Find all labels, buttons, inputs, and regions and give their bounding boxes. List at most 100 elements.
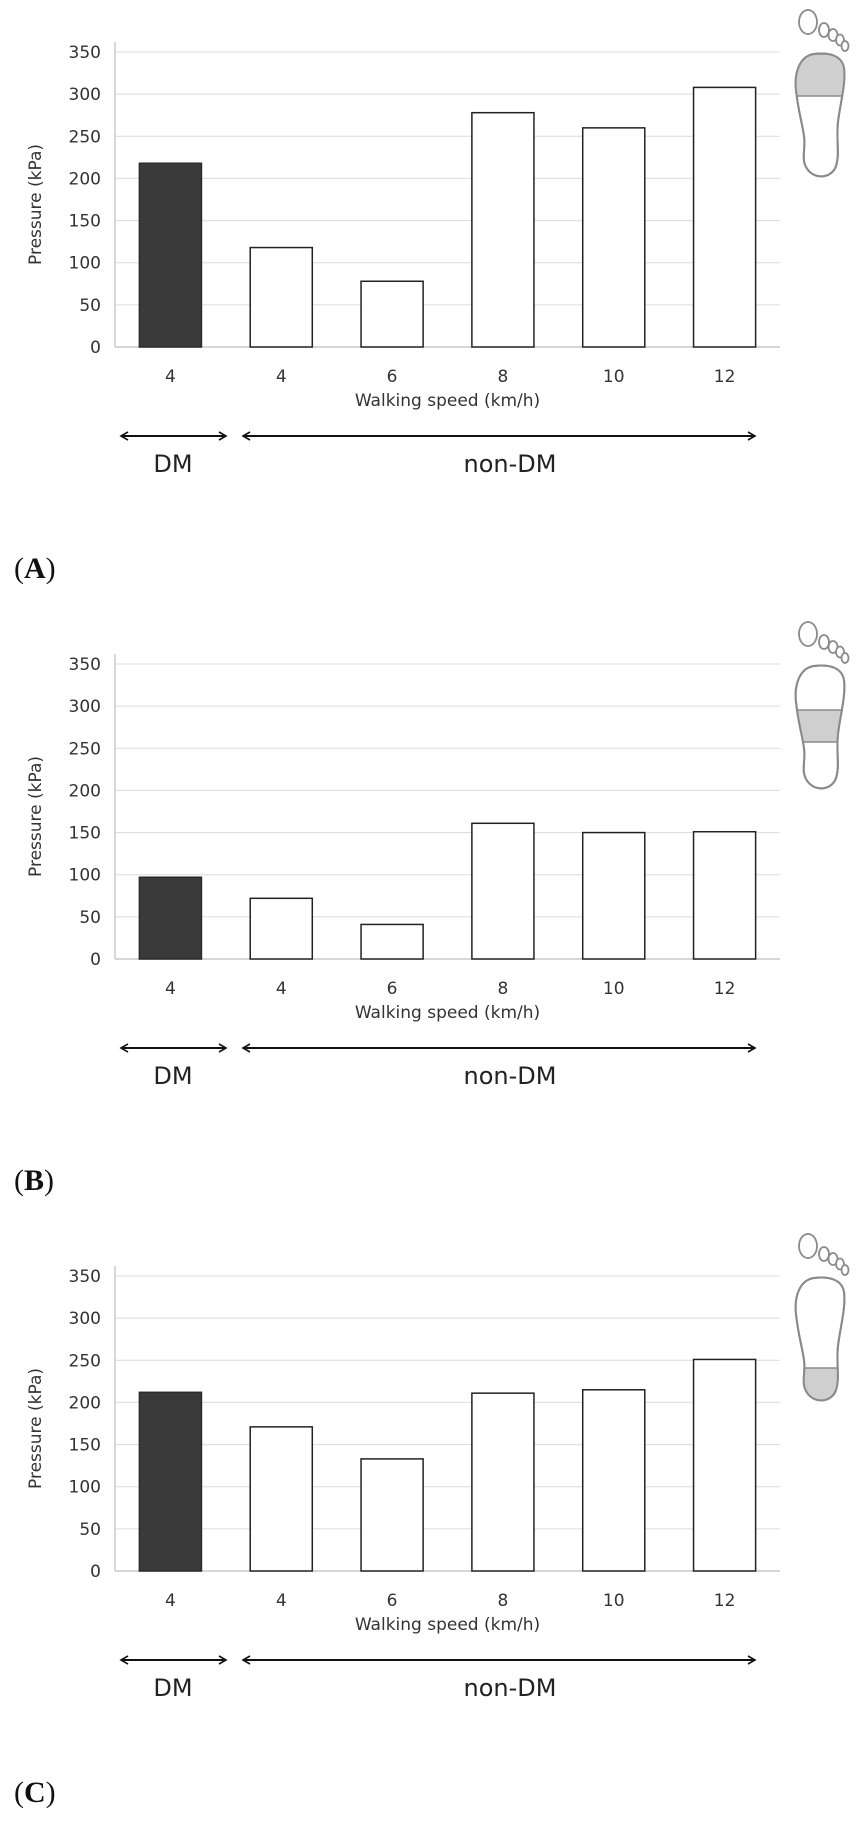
- non-dm-group-arrow: [241, 1043, 757, 1053]
- bar-5: [581, 831, 646, 960]
- toe-1: [798, 9, 818, 35]
- chart-panel-c: 0 50 100 150 200 250 300 350 4 4 6 8 10 12 Walking spe…: [0, 1224, 867, 1826]
- chart-panel-b: 0 50 100 150 200 250 300 350 4 4 6 8 10 12 Walking spe…: [0, 612, 867, 1212]
- y-tick-label: 150: [69, 212, 101, 232]
- panel-label-c: (C): [14, 1776, 56, 1809]
- x-tick-label: 4: [165, 979, 176, 999]
- y-tick-label: 0: [90, 950, 101, 970]
- y-tick-label: 300: [69, 1309, 101, 1329]
- non-dm-group-arrow: [241, 431, 757, 441]
- y-tick-label: 300: [69, 697, 101, 717]
- dm-group-arrow: [119, 431, 228, 441]
- y-tick-label: 50: [79, 296, 101, 316]
- bar-1: [138, 1391, 203, 1572]
- y-tick-label: 200: [69, 1393, 101, 1413]
- toe-5: [840, 1264, 850, 1276]
- bar-chart-c: 0 50 100 150 200 250 300 350 4 4 6 8 10 12 Walking spe…: [26, 1233, 850, 1702]
- x-tick-label: 8: [498, 979, 509, 999]
- toe-1: [798, 1233, 818, 1259]
- toe-5: [840, 40, 850, 52]
- panel-label-a: (A): [14, 552, 56, 585]
- x-tick-label: 12: [714, 979, 736, 999]
- highlighted-region: [795, 53, 845, 97]
- bar-2: [249, 246, 314, 348]
- panel-label-b: (B): [14, 1164, 55, 1197]
- x-axis-title: Walking speed (km/h): [355, 1003, 540, 1023]
- bar-chart-a: 0 50 100 150 200 250 300 350 4 4 6 8 10 12 Walking spe…: [26, 9, 850, 478]
- y-axis-title: Pressure (kPa): [26, 756, 46, 877]
- non-dm-group-arrow: [241, 1655, 757, 1665]
- y-tick-label: 0: [90, 1562, 101, 1582]
- y-tick-label: 200: [69, 169, 101, 189]
- bar-6: [692, 830, 757, 960]
- toe-5: [840, 652, 850, 664]
- bar-6: [692, 86, 757, 348]
- y-tick-label: 100: [69, 1478, 101, 1498]
- toe-1: [798, 621, 818, 647]
- bar-2: [249, 897, 314, 960]
- y-tick-label: 50: [79, 908, 101, 928]
- y-tick-label: 300: [69, 85, 101, 105]
- bar-4: [471, 822, 535, 960]
- x-tick-label: 6: [387, 367, 398, 387]
- y-tick-label: 350: [69, 655, 101, 675]
- foot-icon: [794, 621, 850, 790]
- x-tick-label: 10: [603, 1591, 625, 1611]
- y-tick-label: 0: [90, 338, 101, 358]
- y-axis-title: Pressure (kPa): [26, 144, 46, 265]
- bar-6: [692, 1358, 757, 1572]
- y-tick-label: 150: [69, 824, 101, 844]
- y-tick-label: 200: [69, 781, 101, 801]
- foot-icon: [794, 1233, 850, 1402]
- non-dm-group-label: non-DM: [464, 450, 557, 478]
- y-tick-label: 100: [69, 254, 101, 274]
- bar-4: [471, 1392, 535, 1572]
- x-tick-label: 6: [387, 979, 398, 999]
- y-tick-label: 150: [69, 1436, 101, 1456]
- x-axis-title: Walking speed (km/h): [355, 391, 540, 411]
- x-tick-label: 4: [165, 1591, 176, 1611]
- x-tick-label: 12: [714, 367, 736, 387]
- y-tick-label: 250: [69, 739, 101, 759]
- y-axis-title: Pressure (kPa): [26, 1368, 46, 1489]
- toe-2: [818, 634, 830, 650]
- toe-2: [818, 1246, 830, 1262]
- x-axis-title: Walking speed (km/h): [355, 1615, 540, 1635]
- dm-group-label: DM: [153, 1674, 192, 1702]
- x-tick-label: 8: [498, 367, 509, 387]
- bar-3: [360, 923, 424, 960]
- bar-5: [581, 1389, 646, 1572]
- x-tick-label: 4: [165, 367, 176, 387]
- y-tick-label: 350: [69, 43, 101, 63]
- y-tick-label: 250: [69, 127, 101, 147]
- non-dm-group-label: non-DM: [464, 1674, 557, 1702]
- x-tick-label: 4: [276, 1591, 287, 1611]
- y-tick-label: 350: [69, 1267, 101, 1287]
- highlighted-region: [795, 709, 845, 743]
- bar-3: [360, 280, 424, 348]
- bar-5: [581, 127, 646, 348]
- y-tick-label: 250: [69, 1351, 101, 1371]
- chart-panel-a: 0 50 100 150 200 250 300 350 4 4 6 8 10 12 Walking spe…: [0, 0, 867, 600]
- x-tick-label: 8: [498, 1591, 509, 1611]
- foot-icon: [794, 9, 850, 178]
- dm-group-label: DM: [153, 450, 192, 478]
- highlighted-region: [795, 1367, 845, 1401]
- x-tick-label: 10: [603, 979, 625, 999]
- non-dm-group-label: non-DM: [464, 1062, 557, 1090]
- x-tick-label: 12: [714, 1591, 736, 1611]
- dm-group-arrow: [119, 1655, 228, 1665]
- bar-1: [138, 162, 203, 348]
- bar-1: [138, 876, 203, 960]
- bar-chart-b: 0 50 100 150 200 250 300 350 4 4 6 8 10 12 Walking spe…: [26, 621, 850, 1090]
- x-tick-label: 6: [387, 1591, 398, 1611]
- x-tick-label: 4: [276, 367, 287, 387]
- bar-3: [360, 1458, 424, 1572]
- toe-2: [818, 22, 830, 38]
- y-tick-label: 50: [79, 1520, 101, 1540]
- x-tick-label: 10: [603, 367, 625, 387]
- bar-4: [471, 111, 535, 348]
- bar-2: [249, 1426, 314, 1572]
- dm-group-label: DM: [153, 1062, 192, 1090]
- y-tick-label: 100: [69, 866, 101, 886]
